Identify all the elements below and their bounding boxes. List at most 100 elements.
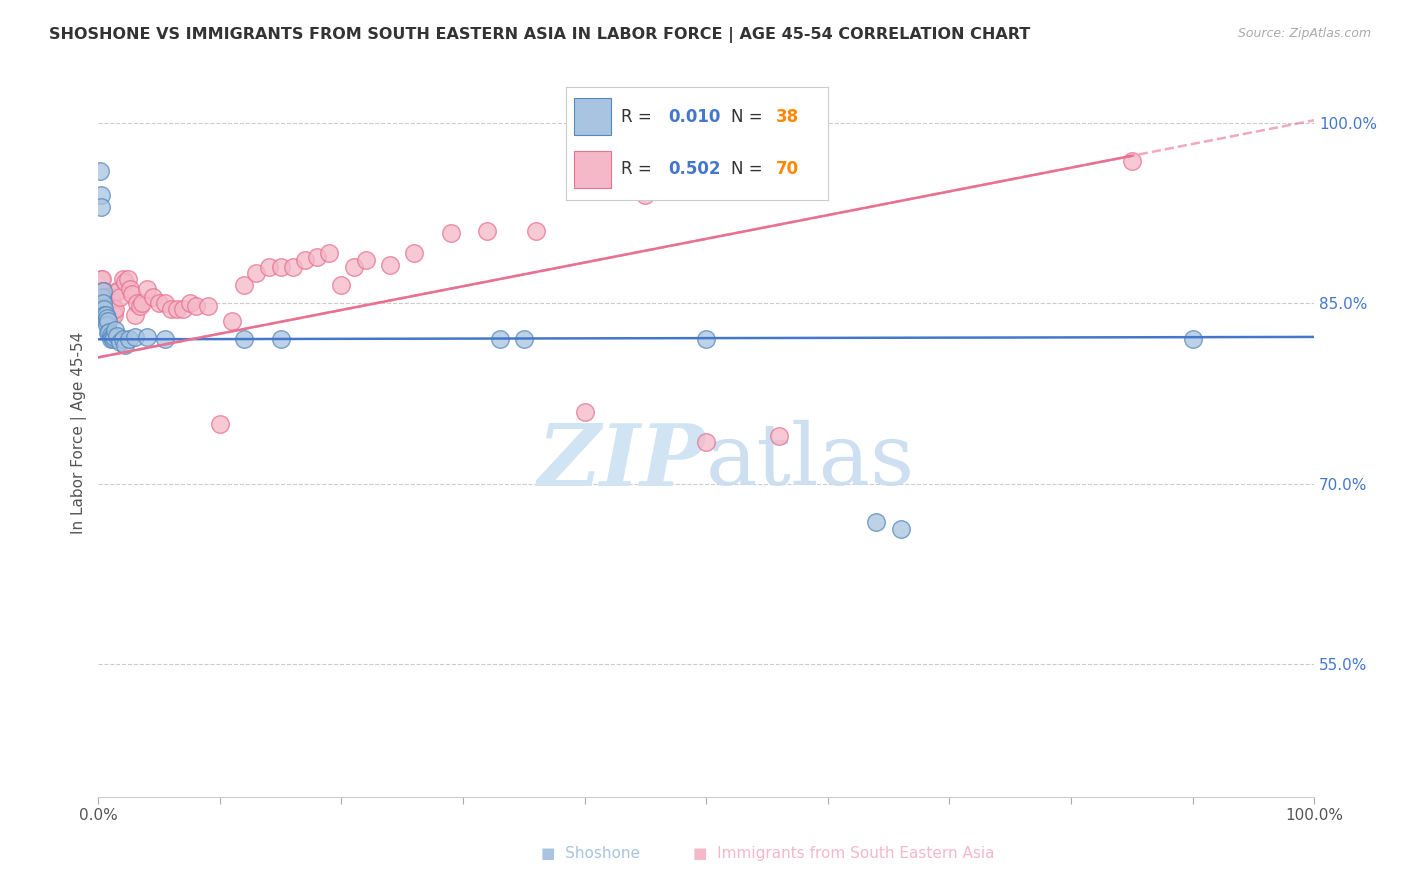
Point — [90, 187, 112, 202]
Point — [100, 296, 122, 310]
Point — [197, 299, 219, 313]
Point — [91, 290, 114, 304]
Point — [118, 332, 141, 346]
Point — [96, 290, 118, 304]
Point — [166, 302, 188, 317]
Point — [96, 318, 118, 332]
Point — [270, 260, 292, 274]
Point — [111, 332, 134, 346]
Point — [91, 296, 114, 310]
Point — [378, 258, 401, 272]
Point — [117, 272, 139, 286]
Point — [111, 272, 134, 286]
Point — [270, 332, 292, 346]
Point — [91, 284, 114, 298]
Point — [97, 302, 120, 317]
Point — [100, 330, 122, 344]
Point — [105, 284, 128, 298]
Point — [104, 302, 127, 317]
Point — [91, 272, 114, 286]
Text: SHOSHONE VS IMMIGRANTS FROM SOUTH EASTERN ASIA IN LABOR FORCE | AGE 45-54 CORREL: SHOSHONE VS IMMIGRANTS FROM SOUTH EASTER… — [49, 27, 1031, 43]
Point — [233, 332, 256, 346]
Point — [103, 330, 125, 344]
Point — [101, 332, 124, 346]
Point — [91, 296, 114, 310]
Point — [155, 332, 177, 346]
Point — [1181, 332, 1204, 346]
Point — [114, 338, 136, 352]
Point — [343, 260, 366, 274]
Point — [89, 164, 111, 178]
Point — [574, 404, 596, 418]
Point — [93, 296, 115, 310]
Point — [93, 308, 115, 322]
Point — [1121, 154, 1143, 169]
Point — [94, 290, 117, 304]
Point — [330, 278, 353, 293]
Point — [103, 308, 125, 322]
Point — [110, 334, 132, 349]
Point — [318, 245, 340, 260]
Point — [91, 290, 114, 304]
Point — [118, 282, 141, 296]
Point — [208, 417, 231, 431]
Point — [96, 308, 118, 322]
Point — [142, 290, 165, 304]
Point — [105, 328, 128, 343]
Point — [148, 296, 170, 310]
Point — [477, 224, 499, 238]
Point — [257, 260, 280, 274]
Point — [100, 327, 122, 342]
Point — [96, 310, 118, 325]
Point — [404, 245, 426, 260]
Point — [488, 332, 510, 346]
Point — [104, 323, 127, 337]
Point — [100, 308, 122, 322]
Point — [101, 302, 124, 317]
Point — [100, 296, 122, 310]
Point — [221, 314, 243, 328]
Text: atlas: atlas — [706, 420, 915, 503]
Point — [90, 200, 112, 214]
Point — [695, 332, 717, 346]
Point — [768, 428, 790, 442]
Point — [91, 296, 114, 310]
Point — [98, 308, 121, 322]
Point — [354, 252, 377, 267]
Text: ZIP: ZIP — [538, 420, 706, 503]
Point — [281, 260, 304, 274]
Point — [155, 296, 177, 310]
Point — [131, 296, 153, 310]
Point — [127, 296, 149, 310]
Point — [124, 308, 146, 322]
Point — [107, 284, 129, 298]
Text: ■  Shoshone: ■ Shoshone — [541, 846, 640, 861]
Point — [93, 302, 115, 317]
Point — [100, 290, 122, 304]
Point — [91, 284, 114, 298]
Point — [91, 302, 114, 317]
Point — [307, 251, 329, 265]
Point — [184, 299, 207, 313]
Point — [634, 187, 657, 202]
Point — [160, 302, 183, 317]
Point — [97, 314, 120, 328]
Point — [93, 308, 115, 322]
Point — [98, 325, 121, 339]
Text: Source: ZipAtlas.com: Source: ZipAtlas.com — [1237, 27, 1371, 40]
Point — [100, 332, 122, 346]
Point — [128, 299, 150, 313]
Point — [294, 252, 316, 267]
Point — [524, 224, 547, 238]
Point — [513, 332, 536, 346]
Point — [865, 515, 887, 529]
Point — [93, 284, 115, 298]
Point — [91, 308, 114, 322]
Point — [121, 286, 143, 301]
Text: ■  Immigrants from South Eastern Asia: ■ Immigrants from South Eastern Asia — [693, 846, 994, 861]
Point — [94, 308, 117, 322]
Point — [136, 330, 159, 344]
Point — [94, 308, 117, 322]
Point — [110, 290, 132, 304]
Point — [97, 314, 120, 328]
